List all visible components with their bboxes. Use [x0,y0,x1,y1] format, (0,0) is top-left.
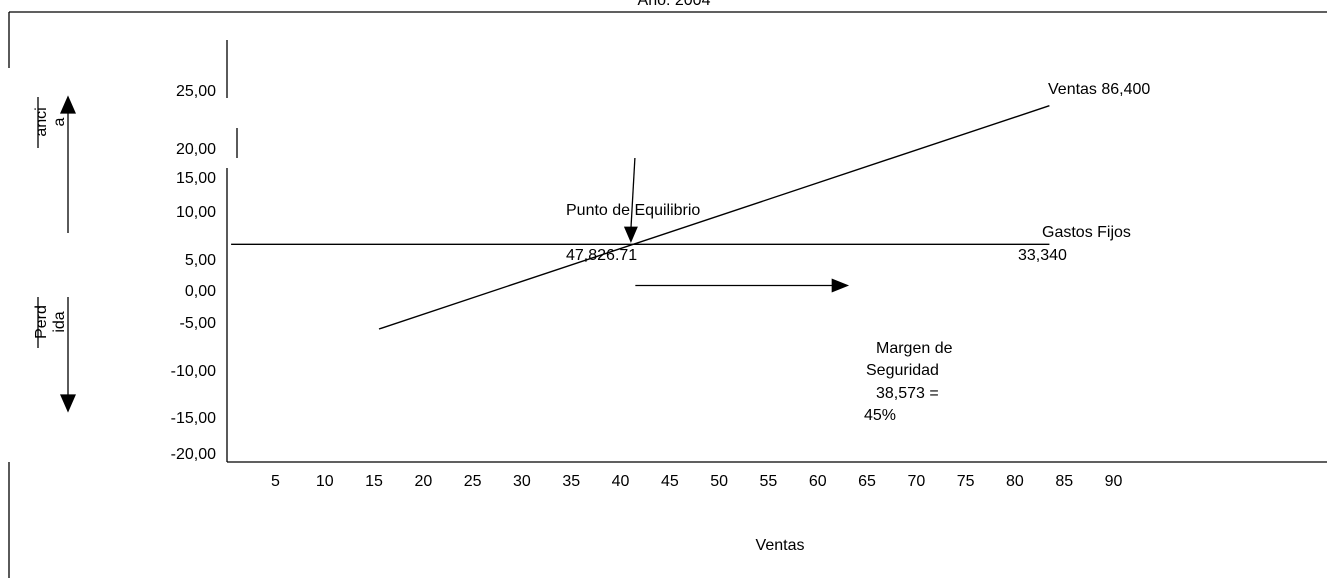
chart-title: Año: 2004 [638,0,711,9]
x-tick-label: 30 [513,473,531,490]
x-tick-label: 50 [710,473,728,490]
ylabel-top: anci a [33,107,68,136]
frame-lines [8,11,1327,578]
x-tick-label: 15 [365,473,383,490]
y-tick-label: 25,00 [176,83,216,100]
x-tick-label: 5 [271,473,280,490]
x-tick-label: 80 [1006,473,1024,490]
x-tick-label: 65 [858,473,876,490]
x-tick-label: 20 [414,473,432,490]
margin-arrow [635,278,850,293]
y-tick-label: 0,00 [185,283,216,300]
margin-line-3: 38,573 = [876,385,939,402]
fixed-costs-label: Gastos Fijos [1042,224,1131,241]
y-tick-label: 20,00 [176,141,216,158]
sales-line [378,105,1050,330]
y-tick-label: 10,00 [176,204,216,221]
break-even-arrow [623,157,638,243]
x-tick-label: 40 [612,473,630,490]
x-tick-label: 25 [464,473,482,490]
x-axis-label: Ventas [756,537,805,554]
right-arrow-icon [831,278,850,293]
ylabel-bottom: Perd ida [33,305,68,339]
margin-line-2: Seguridad [866,362,939,379]
down-arrow-icon [623,226,638,243]
x-tick-label: 75 [957,473,975,490]
y-ticks: 25,00 20,00 15,00 10,00 5,00 0,00 -5,00 -10,00 -… [171,83,216,463]
y-tick-label: 5,00 [185,252,216,269]
series-lines [231,105,1050,330]
y-tick-label: -15,00 [171,410,216,427]
x-tick-label: 70 [907,473,925,490]
y-tick-label: 15,00 [176,170,216,187]
sales-line-label: Ventas 86,400 [1048,81,1150,98]
x-tick-label: 35 [562,473,580,490]
y-tick-label: -10,00 [171,363,216,380]
x-tick-label: 45 [661,473,679,490]
ylabel-bottom-line-1: Perd [33,305,50,339]
break-even-label: Punto de Equilibrio [566,202,700,219]
break-even-value: 47,826.71 [566,247,637,264]
fixed-costs-value: 33,340 [1018,247,1067,264]
x-tick-label: 60 [809,473,827,490]
x-tick-label: 55 [760,473,778,490]
ylabel-top-line-1: anci [33,107,50,136]
x-ticks: 5 10 15 20 25 30 35 40 45 50 55 60 65 70 75 80 85 90 [271,473,1123,490]
down-arrow-icon [60,394,76,413]
margin-line-1: Margen de [876,340,953,357]
margin-line-4: 45% [864,407,896,424]
x-tick-label: 10 [316,473,334,490]
y-tick-label: -20,00 [171,446,216,463]
ylabel-bottom-line-2: ida [51,311,68,332]
y-tick-label: -5,00 [180,315,217,332]
break-even-arrow-line [630,157,636,230]
x-tick-label: 90 [1105,473,1123,490]
up-arrow-icon [60,95,76,114]
ylabel-top-line-2: a [51,117,68,126]
x-tick-label: 85 [1055,473,1073,490]
